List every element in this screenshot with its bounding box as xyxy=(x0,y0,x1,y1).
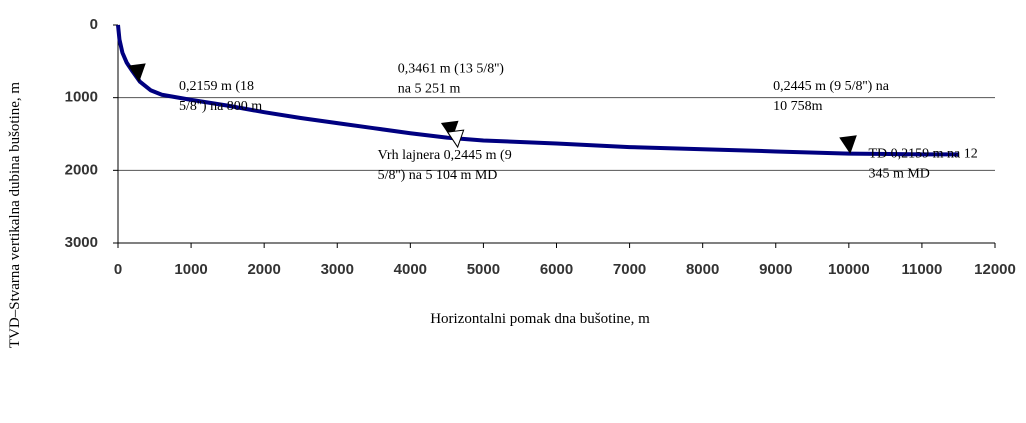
annotation-text: 0,3461 m (13 5/8'') xyxy=(398,61,504,76)
x-tick-label: 11000 xyxy=(901,261,942,278)
y-tick-label: 3000 xyxy=(65,234,98,251)
casing-marker xyxy=(128,63,146,83)
annotation-text: 5/8'') na 800 m xyxy=(179,99,262,114)
annotation-text: 0,2159 m (18 xyxy=(179,79,254,94)
annotation-text: TD 0,2159 m na 12 xyxy=(868,146,977,161)
x-tick-label: 8000 xyxy=(686,261,719,278)
x-tick-label: 9000 xyxy=(759,261,792,278)
x-tick-label: 5000 xyxy=(467,261,500,278)
x-tick-label: 2000 xyxy=(247,261,280,278)
annotation-text: 10 758m xyxy=(773,99,823,114)
annotation-text: Vrh lajnera 0,2445 m (9 xyxy=(378,148,512,163)
casing-marker xyxy=(839,135,857,155)
x-tick-label: 3000 xyxy=(321,261,354,278)
x-axis-label: Horizontalni pomak dna bušotine, m xyxy=(430,311,650,327)
y-tick-label: 1000 xyxy=(65,89,98,106)
y-axis-label: TVD–Stvarna vertikalna dubina bušotine, … xyxy=(7,82,23,349)
y-tick-label: 0 xyxy=(90,16,98,33)
annotation-text: 345 m MD xyxy=(868,166,929,181)
x-tick-label: 0 xyxy=(114,261,122,278)
x-tick-label: 12000 xyxy=(974,261,1016,278)
casing-marker xyxy=(446,129,465,149)
x-tick-label: 4000 xyxy=(394,261,427,278)
y-tick-label: 2000 xyxy=(65,161,98,178)
annotation-text: na 5 251 m xyxy=(398,81,461,96)
casing-marker xyxy=(440,120,459,140)
annotation-text: 0,2445 m (9 5/8'') na xyxy=(773,79,890,94)
annotation-text: 5/8'') na 5 104 m MD xyxy=(378,168,498,183)
x-tick-label: 6000 xyxy=(540,261,573,278)
x-tick-label: 1000 xyxy=(174,261,207,278)
x-tick-label: 7000 xyxy=(613,261,646,278)
x-tick-label: 10000 xyxy=(828,261,870,278)
